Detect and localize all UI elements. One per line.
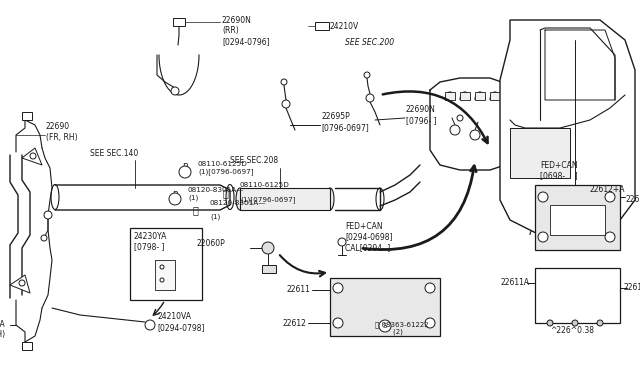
Text: (1)[0796-0697]: (1)[0796-0697] <box>240 196 296 203</box>
Circle shape <box>262 242 274 254</box>
Text: B: B <box>182 164 188 173</box>
Bar <box>445 92 455 100</box>
Circle shape <box>379 320 391 332</box>
Text: Ⓑ: Ⓑ <box>222 188 228 198</box>
Ellipse shape <box>326 188 334 210</box>
Bar <box>130 228 202 300</box>
Bar <box>490 92 500 100</box>
Bar <box>262 265 276 273</box>
Text: 24210V: 24210V <box>330 22 359 31</box>
Text: 22690N
[0796- ]: 22690N [0796- ] <box>406 105 436 125</box>
Circle shape <box>450 125 460 135</box>
Circle shape <box>281 79 287 85</box>
Circle shape <box>470 130 480 140</box>
Bar <box>22 112 32 120</box>
Circle shape <box>364 72 370 78</box>
Text: 08110-6125D: 08110-6125D <box>240 182 290 188</box>
Text: 24210VA
[0294-0798]: 24210VA [0294-0798] <box>157 312 205 332</box>
Circle shape <box>30 153 36 159</box>
Bar <box>535 185 620 250</box>
Text: 22612+A: 22612+A <box>590 185 625 194</box>
Circle shape <box>425 318 435 328</box>
Bar <box>550 205 605 235</box>
Bar <box>22 342 32 350</box>
Ellipse shape <box>226 185 234 209</box>
Text: SEE SEC.140: SEE SEC.140 <box>90 149 138 158</box>
Circle shape <box>44 211 52 219</box>
Text: 22690+A
(FR,LH): 22690+A (FR,LH) <box>0 320 5 339</box>
Ellipse shape <box>376 188 384 210</box>
Circle shape <box>145 320 155 330</box>
Circle shape <box>425 283 435 293</box>
Bar <box>155 260 175 290</box>
Bar <box>240 188 330 210</box>
Circle shape <box>597 320 603 326</box>
Circle shape <box>572 320 578 326</box>
Bar <box>460 92 470 100</box>
Text: 22695P
[0796-0697]: 22695P [0796-0697] <box>321 112 369 132</box>
Ellipse shape <box>236 188 244 210</box>
Polygon shape <box>500 20 635 235</box>
Text: 22611: 22611 <box>286 285 310 295</box>
Bar <box>510 128 570 178</box>
Circle shape <box>552 232 568 248</box>
Text: 08120-8301A—
(1): 08120-8301A— (1) <box>188 187 244 201</box>
Circle shape <box>333 318 343 328</box>
Circle shape <box>169 193 181 205</box>
Circle shape <box>366 94 374 102</box>
Text: 22612: 22612 <box>282 318 306 327</box>
Text: Ⓑ: Ⓑ <box>192 205 198 215</box>
Text: 22690N
(RR)
[0294-0796]: 22690N (RR) [0294-0796] <box>222 16 269 46</box>
Bar <box>315 22 329 30</box>
Text: SEE SEC.208: SEE SEC.208 <box>230 156 278 165</box>
Text: (1): (1) <box>210 214 220 221</box>
Text: 22060P: 22060P <box>196 240 225 248</box>
Text: 22612+A: 22612+A <box>626 195 640 204</box>
Circle shape <box>19 280 25 286</box>
Text: 08110-6125D
(1)[0796-0697]: 08110-6125D (1)[0796-0697] <box>198 161 253 175</box>
Text: 24230YA
[0798- ]: 24230YA [0798- ] <box>134 232 168 251</box>
Circle shape <box>338 238 346 246</box>
Circle shape <box>605 192 615 202</box>
Text: B: B <box>172 190 178 199</box>
Circle shape <box>605 232 615 242</box>
Circle shape <box>160 278 164 282</box>
Text: ^226^0.38: ^226^0.38 <box>550 326 594 335</box>
Text: 22611: 22611 <box>623 283 640 292</box>
Bar <box>475 92 485 100</box>
Circle shape <box>282 100 290 108</box>
Text: FED+CAN
[0294-0698]
CAL[0294- ]: FED+CAN [0294-0698] CAL[0294- ] <box>345 222 392 252</box>
Circle shape <box>160 265 164 269</box>
Circle shape <box>41 235 47 241</box>
Text: 22690
(FR, RH): 22690 (FR, RH) <box>46 122 77 142</box>
Circle shape <box>538 232 548 242</box>
Polygon shape <box>22 148 42 165</box>
Polygon shape <box>10 275 30 293</box>
Text: S: S <box>383 323 387 329</box>
Circle shape <box>171 87 179 95</box>
Bar <box>535 268 620 323</box>
Text: 08120-8301A—: 08120-8301A— <box>210 200 266 206</box>
Text: 22611A: 22611A <box>501 278 530 287</box>
Text: SEE SEC.200: SEE SEC.200 <box>345 38 394 47</box>
Circle shape <box>538 192 548 202</box>
Text: FED+CAN
[0698-    ]: FED+CAN [0698- ] <box>540 161 578 180</box>
Bar <box>330 278 440 336</box>
Text: Ⓢ 08363-61222
        (2): Ⓢ 08363-61222 (2) <box>375 321 429 335</box>
Bar <box>173 18 185 26</box>
Circle shape <box>333 283 343 293</box>
Ellipse shape <box>51 185 59 209</box>
Circle shape <box>547 320 553 326</box>
Circle shape <box>179 166 191 178</box>
Circle shape <box>457 115 463 121</box>
